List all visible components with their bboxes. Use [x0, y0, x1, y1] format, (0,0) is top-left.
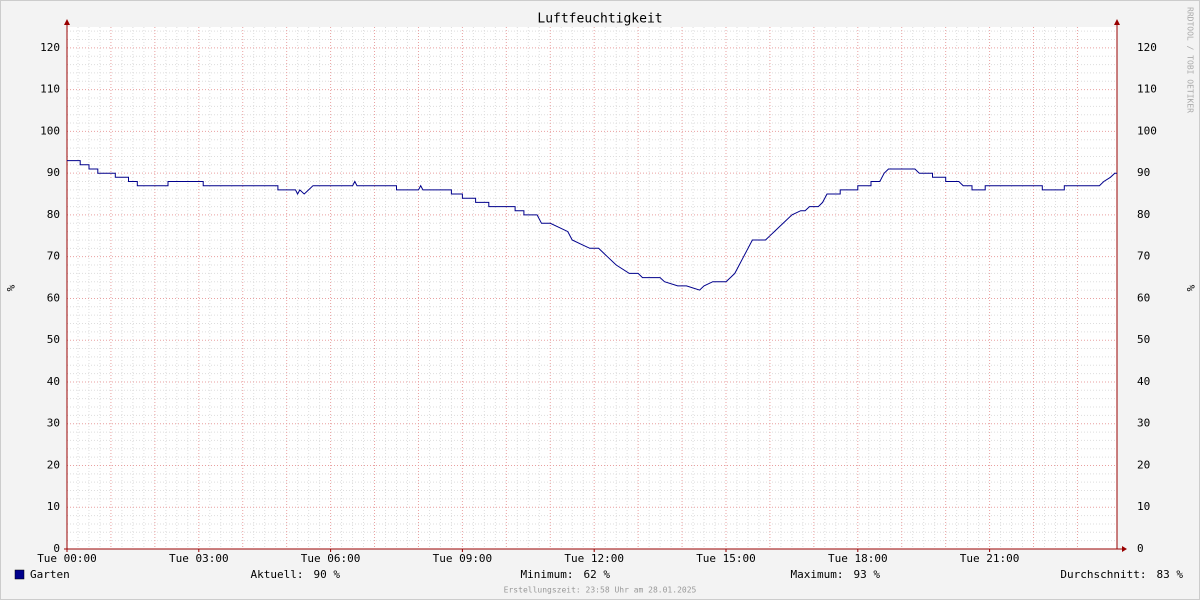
- y-tick-label: 0: [1137, 542, 1144, 555]
- stat-label: Aktuell:: [251, 568, 304, 581]
- y-tick-label: 60: [47, 291, 60, 304]
- x-tick-label: Tue 03:00: [169, 552, 229, 565]
- y-tick-label: 100: [1137, 124, 1157, 137]
- y-tick-label: 10: [47, 500, 60, 513]
- x-tick-label: Tue 12:00: [564, 552, 624, 565]
- y-tick-label: 40: [47, 375, 60, 388]
- y-tick-label: 50: [47, 333, 60, 346]
- y-tick-label: 120: [1137, 41, 1157, 54]
- series-line: [67, 160, 1117, 291]
- y-tick-label: 60: [1137, 291, 1150, 304]
- x-tick-label: Tue 09:00: [433, 552, 493, 565]
- legend-swatch: [14, 569, 25, 580]
- x-tick-label: Tue 21:00: [960, 552, 1020, 565]
- y-tick-label: 120: [40, 41, 60, 54]
- x-tick-label: Tue 18:00: [828, 552, 888, 565]
- y-tick-label: 80: [47, 208, 60, 221]
- y-tick-label: 30: [47, 417, 60, 430]
- y-tick-label: 40: [1137, 375, 1150, 388]
- y-tick-label: 110: [40, 83, 60, 96]
- stat-value: 93 %: [854, 568, 881, 581]
- stat-label: Durchschnitt:: [1060, 568, 1146, 581]
- y-tick-label: 90: [1137, 166, 1150, 179]
- plot-area: [67, 27, 1117, 549]
- x-tick-label: Tue 00:00: [37, 552, 97, 565]
- legend-label: Garten: [30, 568, 70, 581]
- y-tick-label: 20: [1137, 458, 1150, 471]
- y-tick-label: 100: [40, 124, 60, 137]
- stat-label: Minimum:: [521, 568, 574, 581]
- stat-value: 83 %: [1157, 568, 1184, 581]
- x-tick-label: Tue 06:00: [301, 552, 361, 565]
- y-tick-label: 20: [47, 458, 60, 471]
- arrow: [1114, 19, 1120, 25]
- y-axis-label: %: [1184, 285, 1197, 292]
- footer: Erstellungszeit: 23:58 Uhr am 28.01.2025: [504, 586, 697, 595]
- y-tick-label: 10: [1137, 500, 1150, 513]
- y-tick-label: 70: [1137, 250, 1150, 263]
- y-tick-label: 90: [47, 166, 60, 179]
- y-tick-label: 110: [1137, 83, 1157, 96]
- y-tick-label: 70: [47, 250, 60, 263]
- arrow: [1122, 546, 1127, 552]
- stat-value: 90 %: [314, 568, 341, 581]
- y-tick-label: 30: [1137, 417, 1150, 430]
- chart-title: Luftfeuchtigkeit: [537, 12, 662, 27]
- watermark: RRDTOOL / TOBI OETIKER: [1186, 7, 1195, 113]
- y-tick-label: 0: [53, 542, 60, 555]
- stat-value: 62 %: [584, 568, 611, 581]
- arrow: [64, 19, 70, 25]
- y-tick-label: 50: [1137, 333, 1150, 346]
- x-tick-label: Tue 15:00: [696, 552, 756, 565]
- y-axis-label: %: [4, 285, 17, 292]
- y-tick-label: 80: [1137, 208, 1150, 221]
- stat-label: Maximum:: [791, 568, 844, 581]
